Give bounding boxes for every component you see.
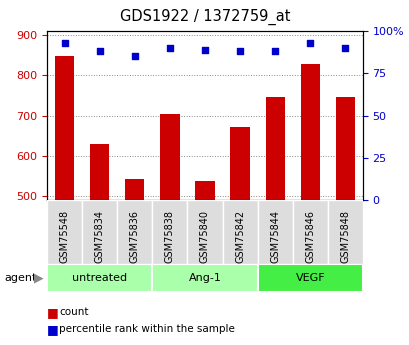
- Point: [131, 54, 138, 59]
- Point: [166, 45, 173, 51]
- FancyBboxPatch shape: [82, 200, 117, 264]
- Text: GSM75836: GSM75836: [130, 210, 139, 263]
- Text: untreated: untreated: [72, 273, 127, 283]
- Text: ▶: ▶: [34, 271, 43, 284]
- Text: percentile rank within the sample: percentile rank within the sample: [59, 325, 235, 334]
- Point: [271, 49, 278, 54]
- Text: VEGF: VEGF: [295, 273, 324, 283]
- Text: GSM75846: GSM75846: [304, 210, 315, 263]
- Text: count: count: [59, 307, 89, 317]
- Text: ■: ■: [47, 306, 59, 319]
- Point: [236, 49, 243, 54]
- Bar: [195, 181, 214, 200]
- FancyBboxPatch shape: [187, 200, 222, 264]
- Bar: [125, 179, 144, 200]
- Text: GSM75848: GSM75848: [339, 210, 349, 263]
- FancyBboxPatch shape: [152, 264, 257, 292]
- Bar: [300, 64, 319, 200]
- Text: agent: agent: [4, 273, 36, 283]
- FancyBboxPatch shape: [117, 200, 152, 264]
- FancyBboxPatch shape: [222, 200, 257, 264]
- FancyBboxPatch shape: [152, 200, 187, 264]
- Text: GDS1922 / 1372759_at: GDS1922 / 1372759_at: [119, 9, 290, 25]
- FancyBboxPatch shape: [257, 264, 362, 292]
- Text: GSM75838: GSM75838: [164, 210, 175, 263]
- FancyBboxPatch shape: [257, 200, 292, 264]
- Text: GSM75844: GSM75844: [270, 210, 279, 263]
- Point: [341, 45, 348, 51]
- Text: GSM75834: GSM75834: [94, 210, 105, 263]
- FancyBboxPatch shape: [292, 200, 327, 264]
- Bar: [335, 97, 354, 200]
- Text: GSM75548: GSM75548: [60, 210, 70, 263]
- FancyBboxPatch shape: [47, 264, 152, 292]
- Bar: [230, 127, 249, 200]
- FancyBboxPatch shape: [47, 200, 82, 264]
- Text: GSM75842: GSM75842: [234, 210, 245, 263]
- Bar: [90, 144, 109, 200]
- Point: [96, 49, 103, 54]
- Text: Ang-1: Ang-1: [188, 273, 221, 283]
- Point: [306, 40, 313, 46]
- FancyBboxPatch shape: [327, 200, 362, 264]
- Bar: [160, 115, 179, 200]
- Point: [201, 47, 208, 52]
- Bar: [265, 97, 284, 200]
- Text: GSM75840: GSM75840: [200, 210, 209, 263]
- Text: ■: ■: [47, 323, 59, 336]
- Bar: [55, 56, 74, 200]
- Point: [61, 40, 68, 46]
